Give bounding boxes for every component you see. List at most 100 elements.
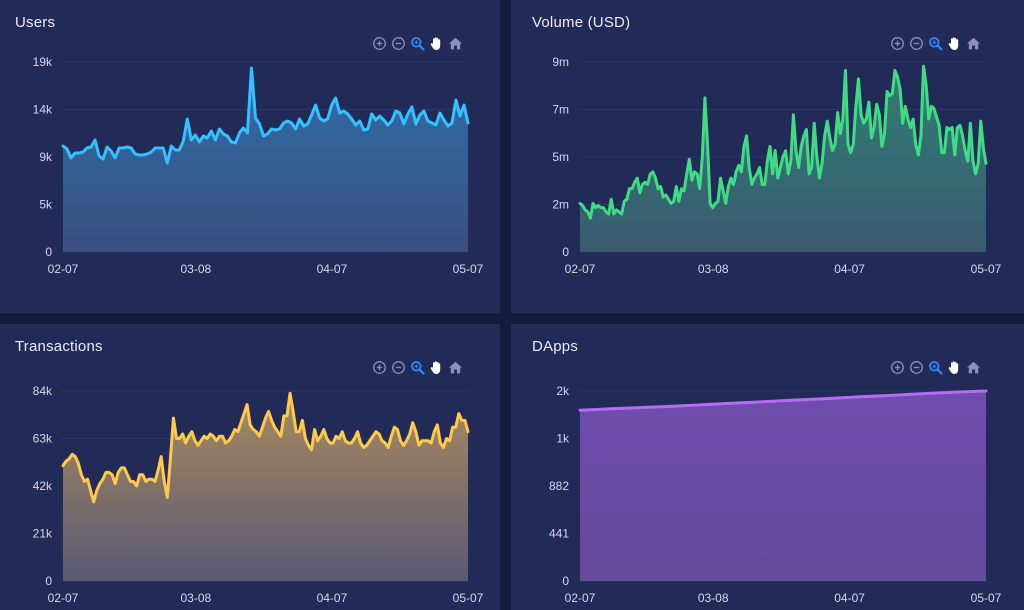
y-tick-label: 84k (33, 384, 53, 398)
data-point (716, 199, 720, 203)
pan-hand-icon[interactable] (429, 36, 444, 51)
data-point (76, 461, 80, 465)
x-tick-label: 04-07 (834, 262, 865, 276)
reset-home-icon[interactable] (448, 360, 463, 375)
data-point (310, 113, 314, 117)
data-point (260, 425, 264, 429)
data-point (458, 114, 462, 118)
data-point (262, 134, 266, 138)
volume-chart[interactable]: 0 2m 5m 7m 9m 02-07 03-08 04-07 05-07 (511, 0, 1024, 313)
data-point (958, 123, 962, 127)
data-point (914, 142, 918, 146)
data-point (370, 112, 374, 116)
data-point (77, 151, 81, 155)
data-point (448, 439, 452, 443)
selection-zoom-icon[interactable] (410, 360, 425, 375)
data-point (92, 500, 96, 504)
data-point (190, 430, 194, 434)
reset-home-icon[interactable] (448, 36, 463, 51)
data-point (893, 68, 897, 72)
data-point (745, 134, 749, 138)
zoom-out-icon[interactable] (391, 36, 406, 51)
x-tick-label: 05-07 (971, 262, 1002, 276)
data-point (838, 396, 842, 400)
data-point (750, 182, 754, 186)
data-point (337, 437, 341, 441)
zoom-in-icon[interactable] (372, 36, 387, 51)
data-point (765, 159, 769, 163)
data-point (264, 416, 268, 420)
data-point (411, 421, 415, 425)
zoom-in-icon[interactable] (890, 360, 905, 375)
data-point (778, 166, 782, 170)
x-tick-label: 03-08 (180, 591, 211, 605)
data-point (843, 68, 847, 72)
data-point (635, 176, 639, 180)
selection-zoom-icon[interactable] (928, 36, 943, 51)
y-tick-label: 9k (39, 150, 53, 164)
data-point (666, 197, 670, 201)
reset-home-icon[interactable] (966, 360, 981, 375)
data-point (932, 106, 936, 110)
dapps-chart[interactable]: 0 441 882 1k 2k 02-07 03-08 04-07 05-07 (511, 324, 1024, 610)
data-point (872, 125, 876, 129)
data-point (664, 193, 668, 197)
data-point (161, 146, 165, 150)
data-point (177, 148, 181, 152)
data-point (862, 121, 866, 125)
data-point (239, 421, 243, 425)
data-point (189, 138, 193, 142)
data-point (841, 117, 845, 121)
data-point (402, 443, 406, 447)
data-point (773, 399, 777, 403)
data-point (466, 430, 470, 434)
data-point (116, 470, 120, 474)
data-point (418, 113, 422, 117)
data-point (594, 408, 598, 412)
zoom-out-icon[interactable] (391, 360, 406, 375)
data-point (266, 132, 270, 136)
pan-hand-icon[interactable] (429, 360, 444, 375)
pan-hand-icon[interactable] (947, 36, 962, 51)
data-point (86, 477, 90, 481)
data-point (303, 437, 307, 441)
data-point (830, 149, 834, 153)
pan-hand-icon[interactable] (947, 360, 962, 375)
data-point (61, 464, 65, 468)
y-tick-label: 5m (552, 150, 569, 164)
data-point (159, 455, 163, 459)
selection-zoom-icon[interactable] (410, 36, 425, 51)
zoom-out-icon[interactable] (909, 36, 924, 51)
series-line (578, 389, 988, 412)
data-point (205, 437, 209, 441)
data-point (330, 103, 334, 107)
data-point (885, 90, 889, 94)
selection-zoom-icon[interactable] (928, 360, 943, 375)
reset-home-icon[interactable] (966, 36, 981, 51)
data-point (630, 187, 634, 191)
data-point (349, 441, 353, 445)
data-point (290, 121, 294, 125)
data-point (288, 391, 292, 395)
data-point (901, 121, 905, 125)
data-point (610, 407, 614, 411)
data-point (890, 92, 894, 96)
data-point (758, 166, 762, 170)
data-point (249, 66, 253, 70)
transactions-chart[interactable]: 0 21k 42k 63k 84k 02-07 03-08 04-07 05-07 (0, 324, 500, 610)
users-chart[interactable]: 0 5k 9k 14k 19k 02-07 03-08 04-07 05-07 (0, 0, 500, 313)
zoom-in-icon[interactable] (372, 360, 387, 375)
data-point (298, 117, 302, 121)
zoom-in-icon[interactable] (890, 36, 905, 51)
data-point (677, 199, 681, 203)
data-point (591, 201, 595, 205)
data-point (319, 434, 323, 438)
zoom-out-icon[interactable] (909, 360, 924, 375)
data-point (820, 161, 824, 165)
data-point (125, 473, 129, 477)
data-point (909, 125, 913, 129)
data-point (695, 172, 699, 176)
data-point (197, 140, 201, 144)
data-point (398, 111, 402, 115)
